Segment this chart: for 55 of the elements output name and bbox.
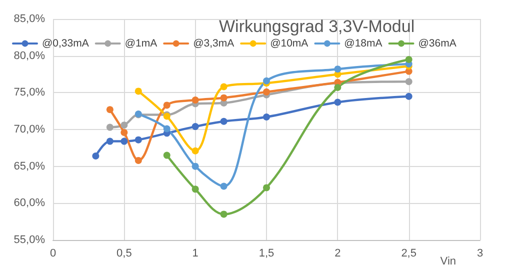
point bbox=[220, 94, 228, 102]
chart-title: Wirkungsgrad 3,3V-Modul bbox=[219, 17, 415, 36]
point bbox=[220, 210, 228, 218]
y-tick-label: 55,0% bbox=[14, 234, 46, 246]
point bbox=[263, 77, 270, 84]
point bbox=[405, 56, 412, 64]
point bbox=[163, 102, 170, 109]
y-tick-label: 70,0% bbox=[14, 124, 46, 136]
point bbox=[134, 88, 142, 95]
legend-label: @10mA bbox=[270, 38, 308, 50]
x-tick-label: 2,5 bbox=[401, 248, 416, 260]
point bbox=[120, 128, 128, 136]
y-tick-label: 65,0% bbox=[14, 160, 46, 172]
point bbox=[405, 92, 412, 100]
point bbox=[163, 125, 170, 132]
legend-label: @18mA bbox=[344, 38, 382, 50]
legend-label: @1mA bbox=[124, 38, 158, 50]
point bbox=[220, 182, 228, 190]
point bbox=[192, 186, 199, 193]
y-tick-label: 85,0% bbox=[14, 13, 46, 25]
point bbox=[334, 98, 342, 106]
point bbox=[134, 156, 142, 164]
y-tick-label: 60,0% bbox=[14, 197, 46, 210]
point bbox=[263, 88, 270, 96]
point bbox=[334, 66, 342, 73]
x-tick-label: 1 bbox=[192, 248, 198, 260]
y-tick-label: 75,0% bbox=[14, 86, 46, 99]
point bbox=[163, 152, 170, 159]
x-tick-label: 2 bbox=[334, 248, 341, 260]
point bbox=[334, 84, 342, 92]
x-axis-title: Vin bbox=[440, 256, 456, 268]
point bbox=[106, 106, 114, 114]
point bbox=[263, 113, 270, 120]
legend-label: @0,33mA bbox=[42, 38, 89, 50]
x-tick-label: 0 bbox=[50, 248, 56, 260]
x-tick-label: 0,5 bbox=[116, 248, 132, 260]
point bbox=[92, 152, 100, 160]
point bbox=[120, 122, 128, 129]
x-tick-label: 3 bbox=[476, 248, 484, 260]
point bbox=[120, 138, 128, 145]
point bbox=[220, 83, 228, 90]
point bbox=[106, 138, 114, 145]
point bbox=[405, 78, 412, 86]
point bbox=[192, 123, 199, 130]
point bbox=[134, 136, 142, 144]
point bbox=[192, 96, 199, 104]
legend-label: @3,3mA bbox=[193, 38, 234, 50]
point bbox=[192, 147, 199, 154]
x-tick-label: 1,5 bbox=[258, 248, 274, 260]
point bbox=[220, 118, 228, 125]
point bbox=[192, 162, 199, 170]
point bbox=[106, 124, 114, 131]
legend-label: @36mA bbox=[418, 38, 456, 50]
y-tick-label: 80,0% bbox=[14, 50, 46, 62]
point bbox=[263, 184, 270, 192]
